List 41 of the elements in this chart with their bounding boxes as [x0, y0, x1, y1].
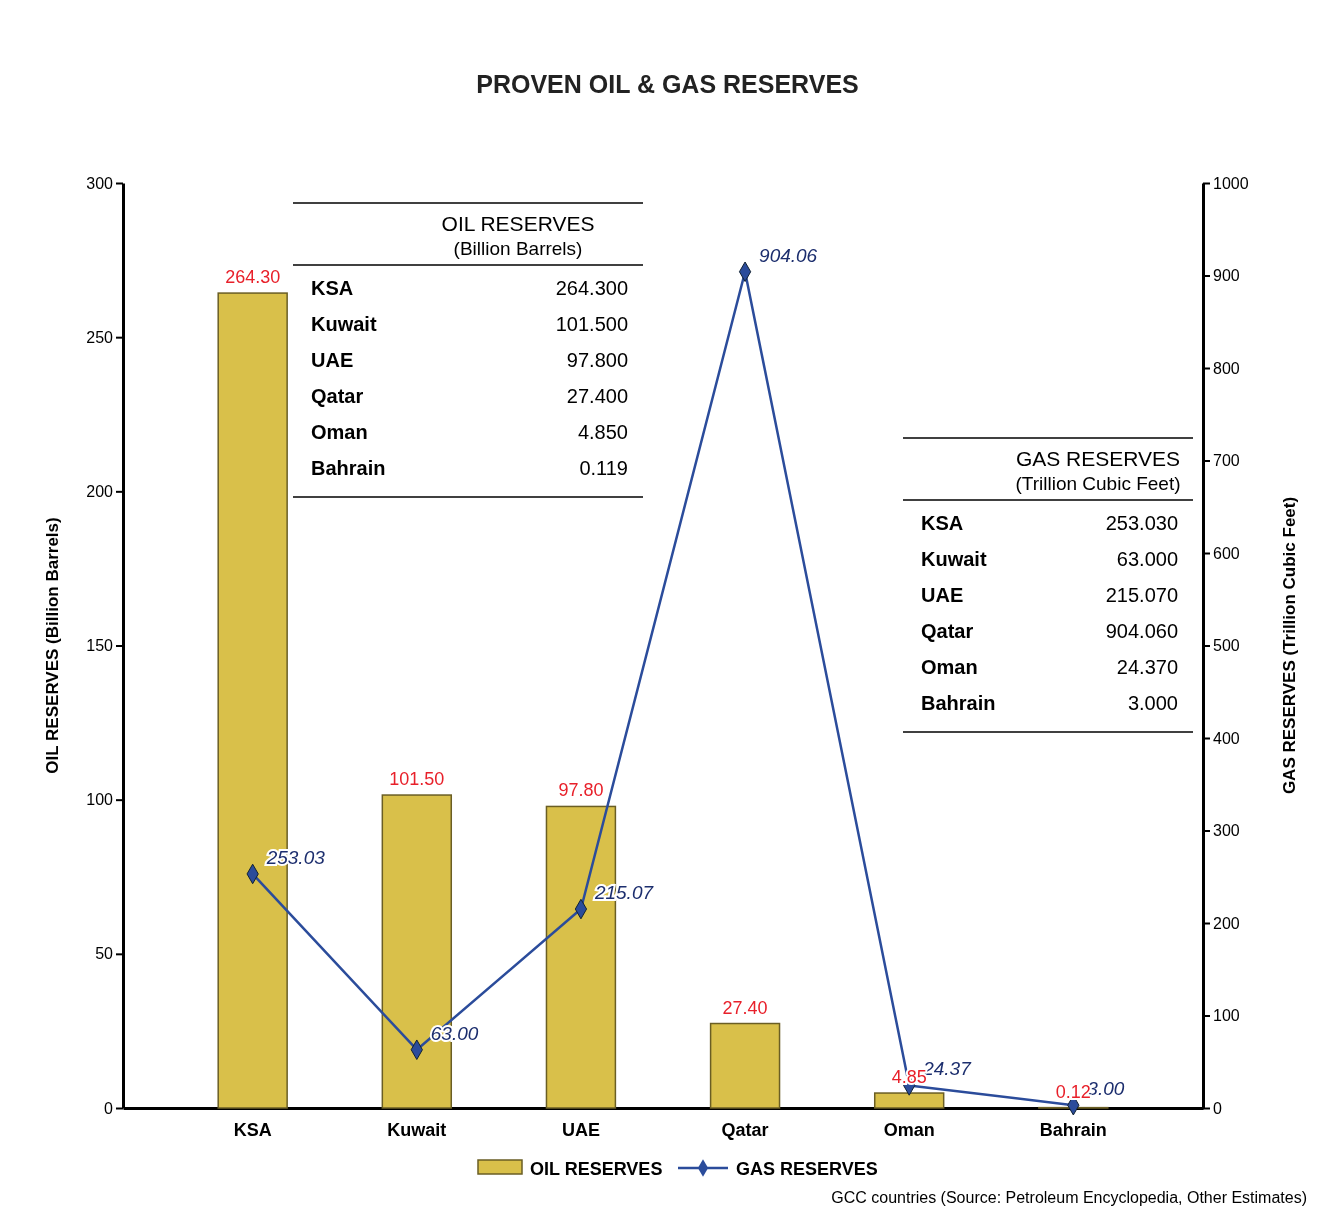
y2-tick-label: 900: [1213, 267, 1240, 285]
y2-tick-label: 100: [1213, 1007, 1240, 1025]
y-tick-label: 150: [86, 637, 114, 655]
x-tick-label: Bahrain: [1039, 1120, 1107, 1141]
data-label: 264.30: [225, 267, 281, 288]
y2-tick-label: 300: [1213, 822, 1240, 840]
y2-tick-label: 0: [1213, 1099, 1222, 1117]
y2-tick-label: 800: [1213, 359, 1240, 377]
y2-tick-label: 700: [1213, 452, 1240, 470]
x-tick-label: Oman: [883, 1120, 935, 1141]
y-tick-label: 100: [86, 791, 114, 809]
y-tick-label: 50: [95, 945, 114, 963]
y2-tick-label: 400: [1213, 729, 1240, 747]
x-tick-label: UAE: [561, 1120, 600, 1141]
y2-tick-label: 1000: [1213, 174, 1249, 192]
x-tick-label: KSA: [233, 1120, 272, 1141]
annotation: GAS RESERVES (Trillion Cubic Feet): [1015, 447, 1181, 494]
y2-axis-title: GAS RESERVES (Trillion Cubic Feet): [1280, 496, 1299, 795]
y-tick-label: 300: [86, 174, 114, 192]
y-tick-label: 0: [104, 1099, 114, 1117]
y2-tick-label: 200: [1213, 914, 1240, 932]
bar: [873, 1092, 945, 1109]
x-tick-label: Qatar: [721, 1120, 769, 1141]
bar: [709, 1022, 781, 1109]
annotation: OIL RESERVES (Billion Barrels): [441, 212, 595, 259]
y-axis-title: OIL RESERVES (Billion Barrels): [43, 517, 62, 774]
y2-tick-label: 600: [1213, 544, 1240, 562]
text: GCC countries (Source: Petroleum Encyclopedia, Other Estimates): [831, 1189, 1307, 1206]
legend-label: OIL RESERVES: [530, 1159, 663, 1179]
data-label: 97.80: [558, 780, 604, 801]
legend-label: GAS RESERVES: [736, 1159, 878, 1179]
y-tick-label: 250: [86, 328, 114, 346]
y2-tick-label: 500: [1213, 637, 1240, 655]
x-tick-label: Kuwait: [387, 1120, 447, 1141]
data-label: 101.50: [389, 769, 445, 790]
chart-title: PROVEN OIL & GAS RESERVES: [476, 70, 859, 98]
data-label: 904.06: [759, 244, 818, 266]
y-tick-label: 200: [86, 482, 114, 500]
data-label: 27.40: [722, 997, 768, 1018]
values-table: OIL RESERVES (Billion Barrels) KSA 264.300 Kuwait 101.500 UAE 97.800 Qatar 27.400 Oman 4.850 Bahrain 0.119: [292, 202, 644, 498]
values-table: GAS RESERVES (Trillion Cubic Feet) KSA 253.030 Kuwait 63.000 UAE 215.070 Qatar 904.060 Oman 24.370 Bahrain 3.000: [902, 437, 1194, 733]
